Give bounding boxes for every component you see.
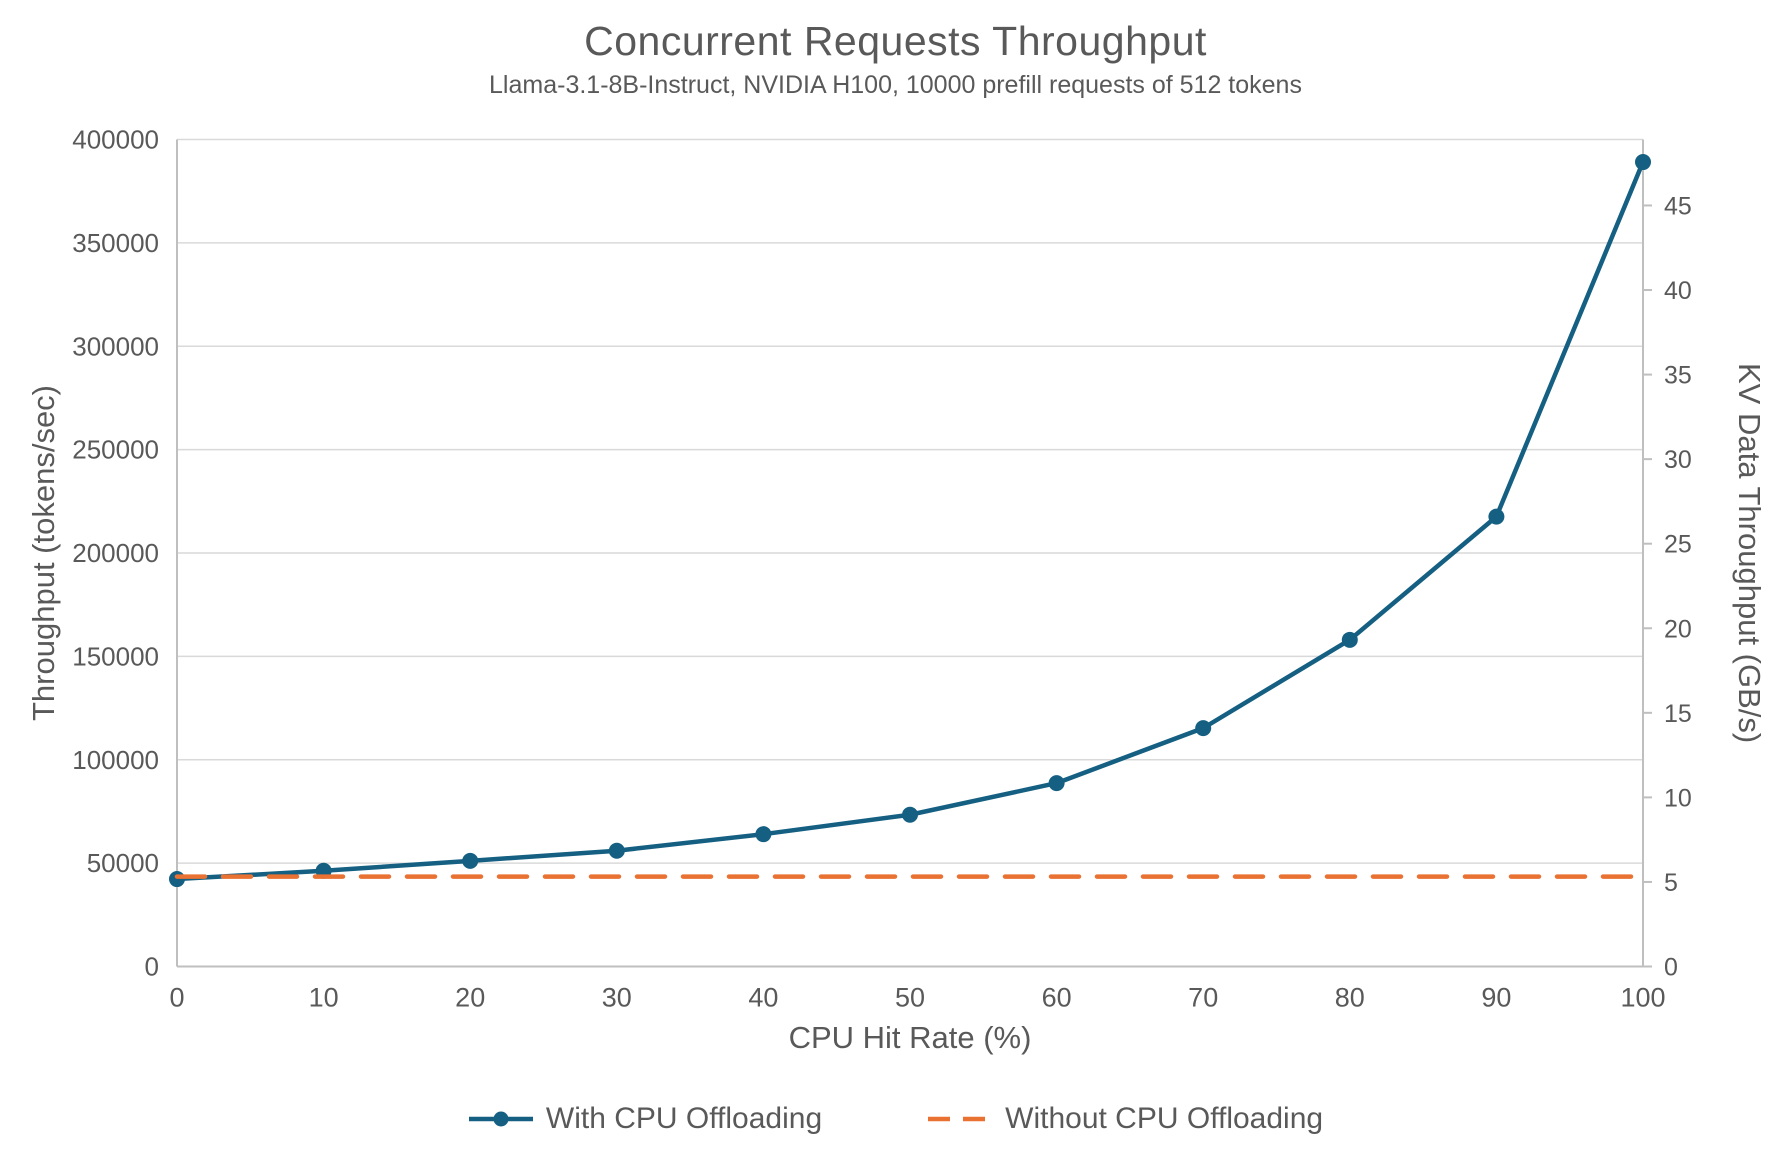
chart-title: Concurrent Requests Throughput [584,18,1207,64]
x-tick-label: 90 [1481,983,1511,1013]
data-point-marker [169,871,185,888]
legend: With CPU Offloading Without CPU Offloadi… [0,1096,1791,1142]
right-y-axis-title: KV Data Throughput (GB/s) [1732,362,1767,744]
right-y-tick-label: 0 [1664,954,1678,982]
line-marker-icon [468,1111,533,1127]
data-point-marker [1488,508,1505,525]
data-point-marker [1048,775,1065,792]
right-y-tick-label: 35 [1664,362,1692,390]
left-y-tick-label: 50000 [87,848,159,878]
left-y-tick-label: 0 [145,952,159,982]
left-y-tick-label: 250000 [72,435,159,465]
left-y-tick-label: 100000 [72,745,159,775]
chart-subtitle: Llama-3.1-8B-Instruct, NVIDIA H100, 1000… [489,71,1302,99]
x-tick-label: 100 [1620,983,1665,1013]
x-tick-label: 20 [455,983,485,1013]
legend-label: With CPU Offloading [545,1102,823,1135]
data-point-marker [608,842,625,859]
data-point-marker [1341,631,1358,648]
right-y-tick-label: 20 [1664,615,1692,643]
series-line-with-cpu-offloading [174,159,1646,882]
right-y-tick-label: 15 [1664,700,1692,728]
x-axis-title: CPU Hit Rate (%) [788,1020,1032,1055]
x-tick-label: 0 [169,983,184,1013]
right-y-tick-label: 10 [1664,784,1692,812]
left-y-axis-title: Throughput (tokens/sec) [26,385,61,722]
right-y-tick-label: 25 [1664,531,1692,559]
left-y-tick-label: 200000 [72,538,159,568]
left-y-tick-label: 300000 [72,331,159,361]
data-point-marker [755,826,772,843]
x-tick-label: 60 [1042,983,1072,1013]
x-tick-label: 30 [602,983,632,1013]
data-point-marker [462,852,479,869]
data-point-marker [902,806,918,823]
right-y-tick-label: 40 [1664,277,1692,305]
x-tick-label: 10 [309,983,339,1013]
right-y-tick-label: 30 [1664,446,1692,474]
dashed-line-icon [928,1116,993,1122]
left-y-tick-label: 350000 [72,228,159,258]
x-tick-label: 50 [895,983,925,1013]
x-tick-label: 80 [1335,983,1365,1013]
data-point-marker [1635,154,1651,171]
right-y-tick-label: 5 [1664,869,1678,897]
legend-item-without-cpu-offloading: Without CPU Offloading [927,1102,1323,1136]
right-y-tick-label: 45 [1664,192,1692,220]
data-point-marker [1195,720,1212,737]
x-tick-label: 70 [1188,983,1218,1013]
x-tick-label: 40 [748,983,778,1013]
legend-item-with-cpu-offloading: With CPU Offloading [468,1102,822,1136]
left-y-tick-label: 400000 [72,125,159,155]
legend-label: Without CPU Offloading [1005,1102,1324,1135]
left-y-tick-label: 150000 [72,641,159,671]
